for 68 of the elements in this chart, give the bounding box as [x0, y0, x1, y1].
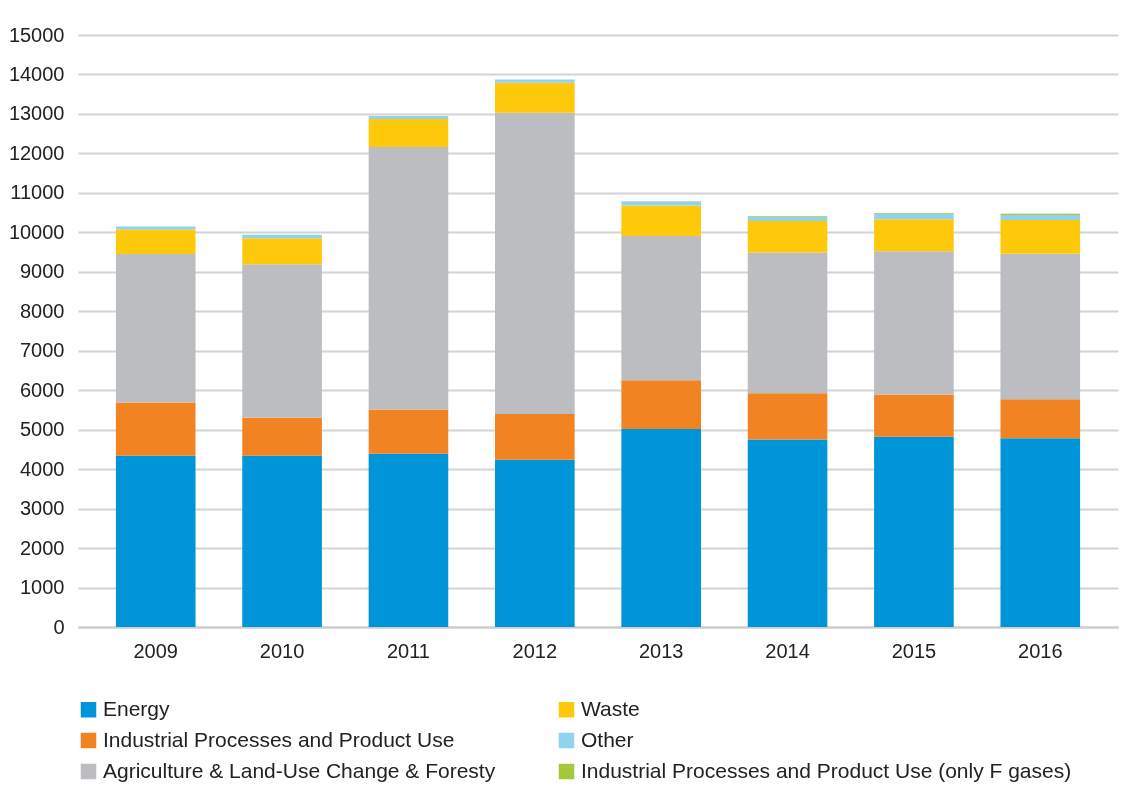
y-tick-label: 3000: [20, 497, 65, 520]
x-tick-label: 2011: [386, 639, 430, 662]
y-tick-label: 2000: [20, 536, 65, 559]
bar: [747, 252, 828, 394]
y-tick-label: 0: [53, 615, 65, 638]
y-tick-label: 8000: [20, 299, 65, 322]
y-tick-label: 12000: [8, 141, 65, 164]
y-tick-label: 9000: [20, 260, 65, 283]
bar: [368, 453, 449, 627]
bar: [242, 238, 322, 265]
x-tick-label: 2010: [259, 639, 305, 662]
bar: [1000, 214, 1081, 221]
bar: [747, 439, 828, 627]
bar: [242, 264, 322, 418]
bar: [747, 220, 828, 253]
bar: [1000, 438, 1081, 627]
bar: [115, 226, 196, 230]
x-tick-label: 2015: [891, 639, 937, 662]
y-tick-label: 5000: [20, 418, 65, 441]
legend-label: Agriculture & Land-Use Change & Foresty: [103, 758, 496, 782]
legend-label: Energy: [103, 696, 171, 720]
bar: [874, 251, 954, 395]
bar: [621, 380, 701, 429]
bar: [368, 119, 449, 148]
legend-label: Industrial Processes and Product Use: [103, 727, 455, 751]
bar: [368, 147, 449, 410]
bar: [115, 229, 196, 255]
legend-label: Industrial Processes and Product Use (only F gases): [581, 758, 1072, 782]
bar: [495, 79, 575, 83]
y-tick-label: 11000: [10, 181, 65, 204]
legend-label: Other: [581, 727, 634, 751]
bar: [495, 112, 575, 414]
bar: [115, 455, 196, 627]
bar: [1000, 399, 1081, 439]
bar: [621, 205, 701, 236]
y-tick-label: 10000: [8, 220, 65, 243]
bar: [368, 409, 449, 454]
bar: [874, 436, 954, 627]
bar: [621, 428, 701, 627]
y-tick-label: 1000: [20, 576, 65, 599]
bar: [495, 82, 575, 113]
y-tick-label: 13000: [8, 102, 65, 125]
x-tick-label: 2012: [512, 639, 558, 662]
bar: [747, 216, 828, 221]
bar: [747, 393, 828, 440]
legend-label: Waste: [581, 696, 640, 720]
y-tick-label: 4000: [20, 457, 65, 480]
bar: [874, 394, 954, 437]
bar: [874, 219, 954, 252]
x-tick-label: 2013: [638, 639, 684, 662]
x-tick-label: 2009: [133, 639, 178, 662]
bar: [621, 235, 701, 381]
bar: [242, 417, 322, 456]
bar: [495, 459, 575, 627]
bar: [115, 254, 196, 403]
y-tick-label: 6000: [20, 378, 65, 401]
x-tick-label: 2016: [1018, 639, 1063, 662]
bar: [1000, 220, 1081, 254]
bar: [115, 402, 196, 456]
y-tick-label: 7000: [20, 339, 65, 362]
y-tick-label: 14000: [8, 62, 65, 85]
y-tick-label: 15000: [8, 23, 65, 46]
bar: [495, 413, 575, 460]
bar: [242, 455, 322, 627]
bar: [874, 213, 954, 220]
x-tick-label: 2014: [765, 639, 810, 662]
bar: [1000, 253, 1081, 400]
bar: [368, 115, 449, 120]
